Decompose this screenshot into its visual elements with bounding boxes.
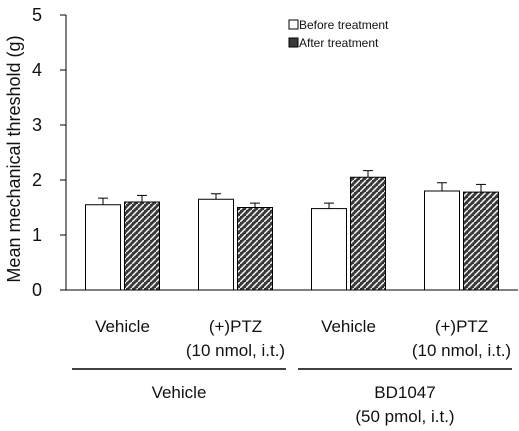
bar-after-2 [237,207,273,291]
bar-after-3 [350,176,386,291]
y-tick-label: 5 [32,5,42,25]
y-tick-label: 0 [32,280,42,300]
legend: Before treatment After treatment [288,18,389,50]
category-label: Vehicle [321,317,376,336]
category-labels: Vehicle (+)PTZ (10 nmol, i.t.) Vehicle (+)PT… [72,317,512,426]
legend-label: Before treatment [299,18,389,32]
category-label: Vehicle [95,317,150,336]
bar-after-1 [124,201,160,291]
bar-after-4 [463,191,499,291]
y-tick-label: 3 [32,115,42,135]
legend-label: After treatment [299,36,379,50]
y-tick-label: 4 [32,60,42,80]
category-label: (10 nmol, i.t.) [412,341,511,360]
bar-before-3 [311,208,347,291]
bar-before-1 [85,204,121,291]
y-tick-label: 1 [32,225,42,245]
y-axis-title: Mean mechanical threshold (g) [4,35,24,282]
group-label: BD1047 [374,383,435,402]
bars [85,170,499,291]
legend-swatch [288,19,299,30]
bar-before-2 [198,198,234,291]
group-label: (50 pmol, i.t.) [355,407,454,426]
category-label: (+)PTZ [209,317,262,336]
bar-before-4 [424,190,460,291]
category-label: (+)PTZ [435,317,488,336]
y-tick-label: 2 [32,170,42,190]
y-ticks: 0 1 2 3 4 5 [32,5,66,300]
legend-swatch [288,37,299,48]
category-label: (10 nmol, i.t.) [186,341,285,360]
group-label: Vehicle [152,383,207,402]
